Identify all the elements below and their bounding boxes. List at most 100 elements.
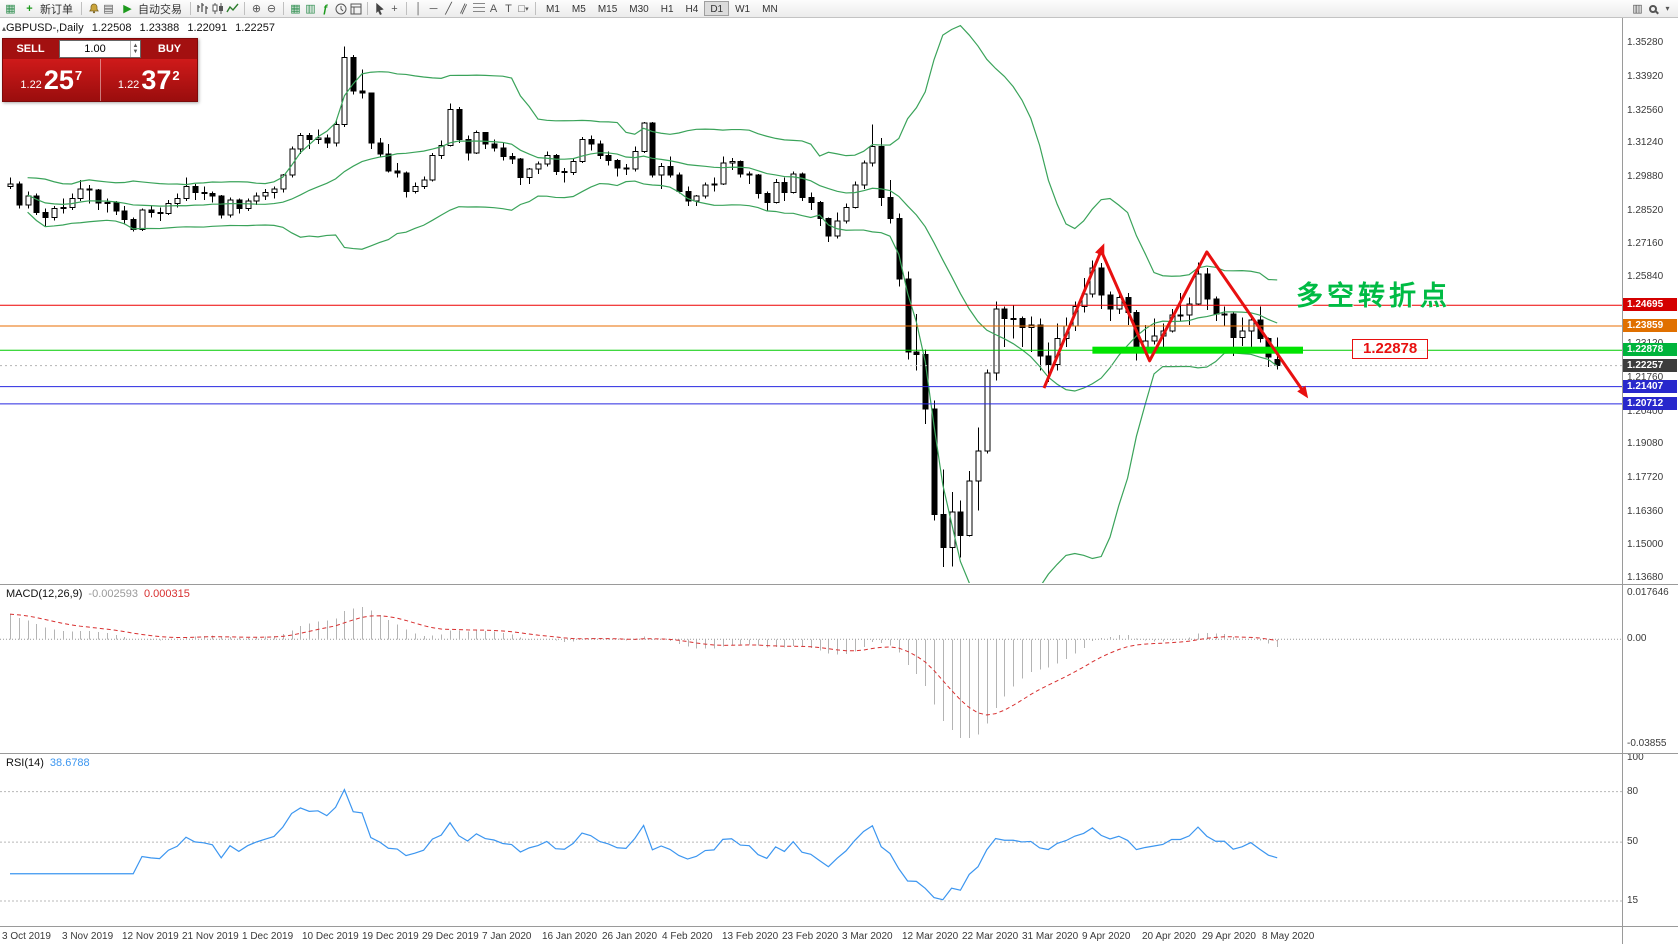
stepper-up-icon[interactable]: ▲ xyxy=(132,43,139,49)
stepper-down-icon[interactable]: ▼ xyxy=(132,49,139,55)
new-order-button[interactable]: + 新订单 xyxy=(18,1,77,17)
autotrading-button[interactable]: ▶ 自动交易 xyxy=(116,1,186,17)
chart-window-icon[interactable]: ▦ xyxy=(5,3,16,15)
toolbar-separator xyxy=(367,2,368,15)
crosshair-icon[interactable]: + xyxy=(391,2,398,15)
y-axis-tick: 1.25840 xyxy=(1627,270,1664,282)
buy-price[interactable]: 1.22 37 2 xyxy=(101,59,198,101)
chart-annotation-text[interactable]: 多空转折点 xyxy=(1296,281,1451,311)
pane-separator[interactable] xyxy=(0,584,1678,585)
volume-input[interactable] xyxy=(60,41,130,57)
news-icon[interactable]: ▤ xyxy=(103,3,114,15)
templates-icon[interactable] xyxy=(348,1,363,16)
x-axis-label: 23 Feb 2020 xyxy=(782,931,839,942)
buy-button[interactable]: BUY xyxy=(157,43,182,55)
y-axis-tick: 1.27160 xyxy=(1627,238,1664,250)
y-axis-tick: 1.28520 xyxy=(1627,204,1664,216)
x-axis-label: 12 Mar 2020 xyxy=(902,931,959,942)
timeframe-d1[interactable]: D1 xyxy=(704,1,730,16)
y-axis-tick: 1.21760 xyxy=(1627,371,1664,383)
timeframe-h4[interactable]: H4 xyxy=(685,4,699,15)
shapes-tool-icon[interactable]: □ ▾ xyxy=(518,2,529,15)
price-label-box[interactable]: 1.22878 xyxy=(1352,339,1429,359)
arrow-head xyxy=(1095,243,1105,257)
ohlc-low: 1.22091 xyxy=(187,22,228,34)
zoom-in-icon[interactable]: ⊕ xyxy=(251,3,262,15)
window-list-icon[interactable]: ▥ xyxy=(1632,3,1643,15)
zoom-out-icon[interactable]: ⊖ xyxy=(266,3,277,15)
y-axis-tick: 1.17720 xyxy=(1627,471,1664,483)
timeframe-m5[interactable]: M5 xyxy=(571,4,586,15)
x-axis-label: 13 Feb 2020 xyxy=(722,931,779,942)
volume-field: ▲▼ xyxy=(59,40,141,58)
buy-price-big: 37 xyxy=(141,64,172,95)
support-zone-band[interactable] xyxy=(1092,346,1303,354)
tile-windows-icon[interactable]: ▦ xyxy=(290,3,301,15)
macd-pane[interactable] xyxy=(0,606,1622,739)
rsi-axis-label: 80 xyxy=(1627,785,1639,797)
cursor-icon[interactable] xyxy=(372,1,387,16)
timeframe-h1[interactable]: H1 xyxy=(660,4,674,15)
trendline-tool-icon[interactable]: ╱ xyxy=(445,3,452,15)
macd-histogram xyxy=(10,606,1278,739)
x-axis-label: 29 Apr 2020 xyxy=(1202,931,1256,942)
horizontal-line-tool-icon[interactable]: ─ xyxy=(429,2,438,15)
text-tool-icon[interactable]: A xyxy=(489,2,498,15)
macd-indicator-label: MACD(12,26,9) -0.002593 0.000315 xyxy=(6,588,190,600)
x-axis-label: 3 Oct 2019 xyxy=(2,931,51,942)
one-click-collapse-icon[interactable]: ▴ xyxy=(2,24,7,33)
ohlc-close: 1.22257 xyxy=(235,22,275,34)
rsi-name: RSI(14) xyxy=(6,757,44,769)
pane-separator[interactable] xyxy=(0,753,1678,754)
main-pane[interactable] xyxy=(0,24,1622,602)
timeframe-mn[interactable]: MN xyxy=(762,4,778,15)
trend-arrow-path[interactable] xyxy=(1042,249,1305,393)
volume-stepper[interactable]: ▲ ▼ xyxy=(130,41,140,57)
macd-axis-min: -0.03855 xyxy=(1627,738,1667,749)
search-dropdown-icon[interactable]: ▾ xyxy=(1665,4,1670,13)
timeframe-m1[interactable]: M1 xyxy=(546,4,560,15)
y-axis-tick: 1.16360 xyxy=(1627,505,1664,517)
timeframe-w1[interactable]: W1 xyxy=(735,4,751,15)
sell-price[interactable]: 1.22 25 7 xyxy=(3,59,100,101)
price-divider xyxy=(99,59,101,101)
search-icon[interactable] xyxy=(1645,1,1660,16)
bar-chart-icon[interactable] xyxy=(195,1,210,16)
candlestick-chart-icon[interactable] xyxy=(210,1,225,16)
alerts-bell-icon[interactable] xyxy=(86,1,101,16)
price-tag: 1.23859 xyxy=(1623,318,1677,332)
toolbar-separator xyxy=(406,2,407,15)
fibonacci-tool-icon[interactable] xyxy=(471,1,486,16)
vertical-line-tool-icon[interactable]: │ xyxy=(415,2,422,15)
indicators-icon[interactable]: ƒ xyxy=(322,2,329,15)
price-axis-border xyxy=(1622,18,1623,944)
label-tool-icon[interactable]: T xyxy=(505,2,512,15)
line-chart-icon[interactable] xyxy=(225,1,240,16)
y-axis-tick: 1.31240 xyxy=(1627,137,1664,149)
buy-price-sup: 2 xyxy=(172,67,180,83)
rsi-value: 38.6788 xyxy=(49,757,90,769)
rsi-pane[interactable] xyxy=(0,788,1622,902)
timeframe-m30[interactable]: M30 xyxy=(629,4,649,15)
symbol-name: GBPUSD-,Daily xyxy=(6,22,84,34)
x-axis-label: 22 Mar 2020 xyxy=(962,931,1019,942)
ohlc-high: 1.23388 xyxy=(139,22,180,34)
x-axis-label: 4 Feb 2020 xyxy=(662,931,713,942)
toolbar-separator xyxy=(283,2,284,15)
new-chart-icon[interactable]: ▥ xyxy=(305,3,316,15)
price-tag: 1.24695 xyxy=(1623,298,1677,312)
channel-tool-icon[interactable]: ∥ xyxy=(458,2,469,16)
periods-icon[interactable] xyxy=(333,1,348,16)
toolbar-separator xyxy=(535,2,536,15)
sell-button[interactable]: SELL xyxy=(16,43,45,55)
y-axis-tick: 1.29880 xyxy=(1627,170,1664,182)
x-axis-label: 31 Mar 2020 xyxy=(1022,931,1079,942)
y-axis-tick: 1.20400 xyxy=(1627,405,1664,417)
x-axis-label: 21 Nov 2019 xyxy=(182,931,239,942)
toolbar-separator xyxy=(81,2,82,15)
macd-signal-value: 0.000315 xyxy=(143,588,190,600)
sell-price-small: 1.22 xyxy=(20,79,42,91)
timeframe-m15[interactable]: M15 xyxy=(597,4,618,15)
